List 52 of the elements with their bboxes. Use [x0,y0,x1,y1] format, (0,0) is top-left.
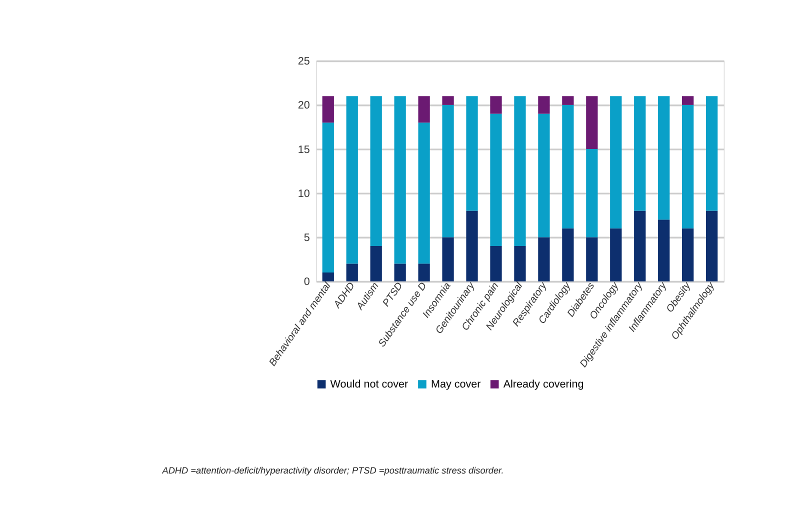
bar [418,96,430,123]
bar [586,237,598,282]
text: ADHD =attention-deficit/hyperactivity disorder; PTSD =posttraumatic stress disorder. [161,466,504,476]
y-tick-label: 10 [298,188,310,200]
bar [634,210,646,282]
bar [706,96,718,211]
bar [610,96,622,228]
bar [538,96,550,114]
bar [562,228,574,282]
legend-label: Already covering [503,378,584,391]
legend-label: Would not cover [330,378,409,391]
bar [514,96,526,246]
bar [562,96,574,105]
bar [682,104,694,228]
bar [706,210,718,282]
bar [322,96,334,123]
bar [682,228,694,282]
bar [586,96,598,150]
legend-label: May cover [430,378,482,391]
bar [322,122,334,272]
bar [442,237,454,282]
bar [490,96,502,114]
y-tick-label: 25 [298,56,310,68]
bar [658,96,670,220]
bar [418,122,430,264]
bar [394,96,406,264]
bar [490,114,502,246]
bar [490,246,502,282]
bar [442,96,454,105]
bar [466,210,478,282]
bar [466,96,478,211]
y-tick-label: 0 [304,276,310,288]
bar [586,149,598,238]
bar [610,228,622,282]
bar [562,104,574,228]
y-tick-label: 20 [298,100,310,112]
y-tick-label: 15 [298,144,310,156]
bar [346,264,358,282]
bar [370,96,382,246]
bar [538,237,550,282]
bar [370,246,382,282]
bar [346,96,358,264]
bar [514,246,526,282]
bar [658,220,670,282]
bar [322,272,334,282]
bar [682,96,694,105]
bar [394,264,406,282]
bar [634,96,646,211]
bar [442,104,454,238]
bar [538,114,550,238]
bar [418,264,430,282]
y-tick-label: 5 [304,232,310,244]
